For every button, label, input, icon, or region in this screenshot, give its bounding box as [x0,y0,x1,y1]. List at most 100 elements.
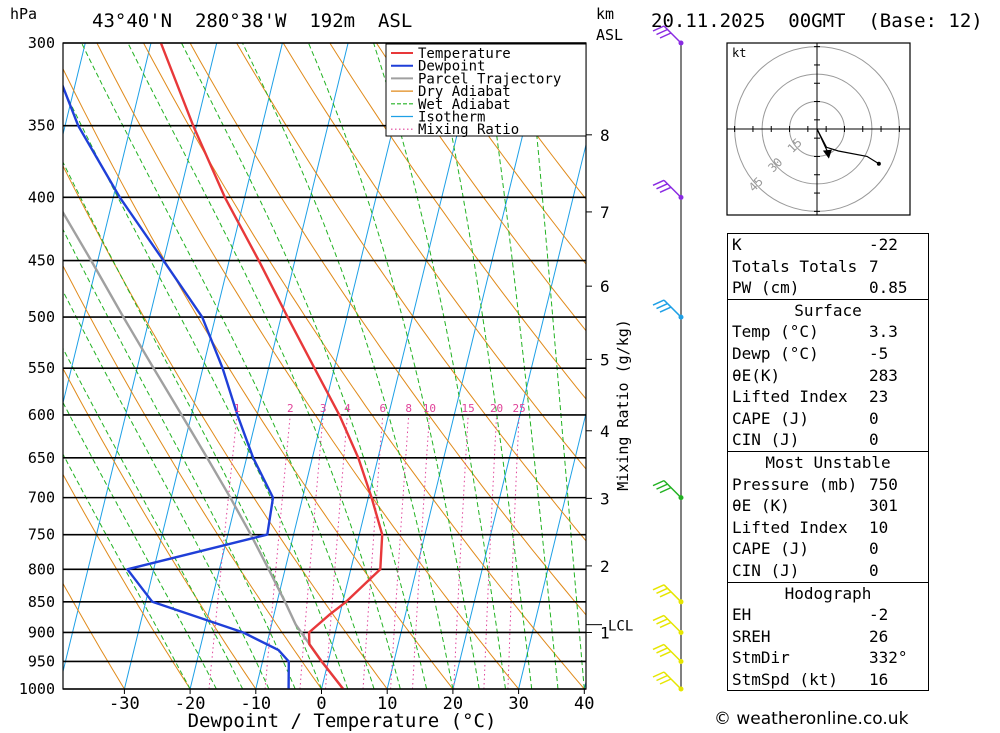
copyright[interactable]: © weatheronline.co.uk [714,709,909,729]
dry-adiabat-line [63,582,125,689]
wet-adiabat-line [181,43,428,689]
parcel-trajectory-line [63,210,345,689]
isotherm-line [518,411,586,689]
wind-barb [652,299,684,320]
indices-surface: Surface Temp (°C) 3.3 Dewp (°C) -5 θE(K) 283 L… [728,298,928,451]
location-title: 43°40'N 280°38'W 192m ASL [92,10,413,32]
wind-barb-flag [656,183,668,190]
wind-barb-shaft [663,299,682,318]
run-title: 20.11.2025 00GMT (Base: 12) [651,10,983,32]
storm-motion-arrowhead [822,149,832,159]
legend-entry-label: Dewpoint [418,59,485,75]
wind-barb [652,479,684,501]
wind-barb-shaft [663,480,682,499]
index-label: CAPE (J) [732,408,810,428]
index-value: 750 [869,474,898,494]
mixing-ratio-label: 25 [512,402,525,415]
wind-barb [652,671,684,692]
index-value: 283 [869,365,898,385]
x-tick-label: 40 [574,694,594,714]
wind-barb-flag [656,28,668,36]
mixing-ratio-line [453,414,469,689]
index-label: Totals Totals [732,256,858,276]
isotherm-line [189,43,349,689]
indices-hodograph: Hodograph EH -2 SREH 26 StmDir 332° StmSpd (kt… [728,581,928,691]
index-row: Dewp (°C) -5 [728,343,928,365]
dry-adiabat-line [282,43,586,470]
index-label: StmSpd (kt) [732,669,838,689]
wind-barb-flag [659,32,672,39]
x-axis-label: Dewpoint / Temperature (°C) [188,710,497,732]
index-label: θE (K) [732,496,790,516]
mixing-ratio-label: 20 [490,402,503,415]
wet-adiabat-line [432,43,533,689]
index-label: CIN (J) [732,430,800,450]
pressure-tick-label: 300 [28,34,55,52]
indices-general: K -22 Totals Totals 7 PW (cm) 0.85 [728,234,928,299]
wind-barb-flag [656,302,668,310]
mixing-ratio-line [299,414,324,689]
wind-barb-shaft [663,25,682,44]
pressure-tick-label: 450 [28,252,55,270]
index-label: PW (cm) [732,278,800,298]
km-tick-label: 1 [600,623,610,642]
indices-table: K -22 Totals Totals 7 PW (cm) 0.85 Surface Te… [727,233,929,692]
wind-barb-flag [652,299,665,306]
index-label: CAPE (J) [732,539,810,559]
index-label: Lifted Index [732,517,848,537]
wet-adiabat-line [63,453,191,689]
pressure-tick-label: 800 [28,560,55,578]
wet-adiabat-line [527,43,585,689]
hodograph-end-dot [876,161,881,166]
km-label: km [596,5,615,23]
index-label: Pressure (mb) [732,474,858,494]
wind-barb-shaft [663,614,682,633]
wind-barb-flag [652,25,665,32]
pressure-tick-label: 600 [28,406,55,424]
wet-adiabat-line [63,347,244,689]
index-row: Temp (°C) 3.3 [728,321,928,343]
wind-barb [652,25,684,46]
pressure-tick-label: 500 [28,308,55,326]
mixing-ratio-line [325,414,348,689]
mixing-ratio-label: 1 [234,402,241,415]
mixing-ratio-axis-label: Mixing Ratio (g/kg) [614,319,632,491]
pressure-tick-label: 700 [28,489,55,507]
index-value: 10 [869,517,889,537]
legend-entry-label: Mixing Ratio [418,122,519,138]
wind-barb-flag [656,483,668,490]
index-value: 0.85 [869,278,908,298]
isotherm-line [321,43,480,689]
index-value: 301 [869,496,898,516]
index-value: 23 [869,387,889,407]
wind-barb-shaft [663,671,682,690]
index-row: θE(K) 283 [728,365,928,387]
index-value: 0 [869,408,879,428]
index-label: Temp (°C) [732,322,819,342]
index-value: -5 [869,343,889,363]
isotherm-line [255,43,415,689]
mixing-ratio-label: 6 [379,402,386,415]
pressure-tick-label: 950 [28,652,55,670]
hpa-label: hPa [10,5,38,23]
x-tick-label: -20 [175,694,206,714]
legend-entry-label: Dry Adiabat [418,84,511,100]
index-label: K [732,235,742,254]
index-row: Lifted Index 10 [728,517,928,539]
index-row: K -22 [728,234,928,256]
km-tick-label: 7 [600,203,610,222]
index-value: 3.3 [869,322,898,342]
wind-barb-flag [652,584,665,591]
wind-barb-flag [652,643,665,651]
index-value: 16 [869,669,889,689]
legend-entry-label: Wet Adiabat [418,97,511,113]
mixing-ratio-label: 2 [287,402,294,415]
wind-barb-flag [652,671,665,678]
index-label: θE(K) [732,365,781,385]
index-row: EH -2 [728,604,928,626]
axes-text: 3003504004505005506006507007508008509009… [19,34,633,732]
x-tick-label: 30 [508,694,528,714]
wet-adiabat-line [63,161,322,689]
